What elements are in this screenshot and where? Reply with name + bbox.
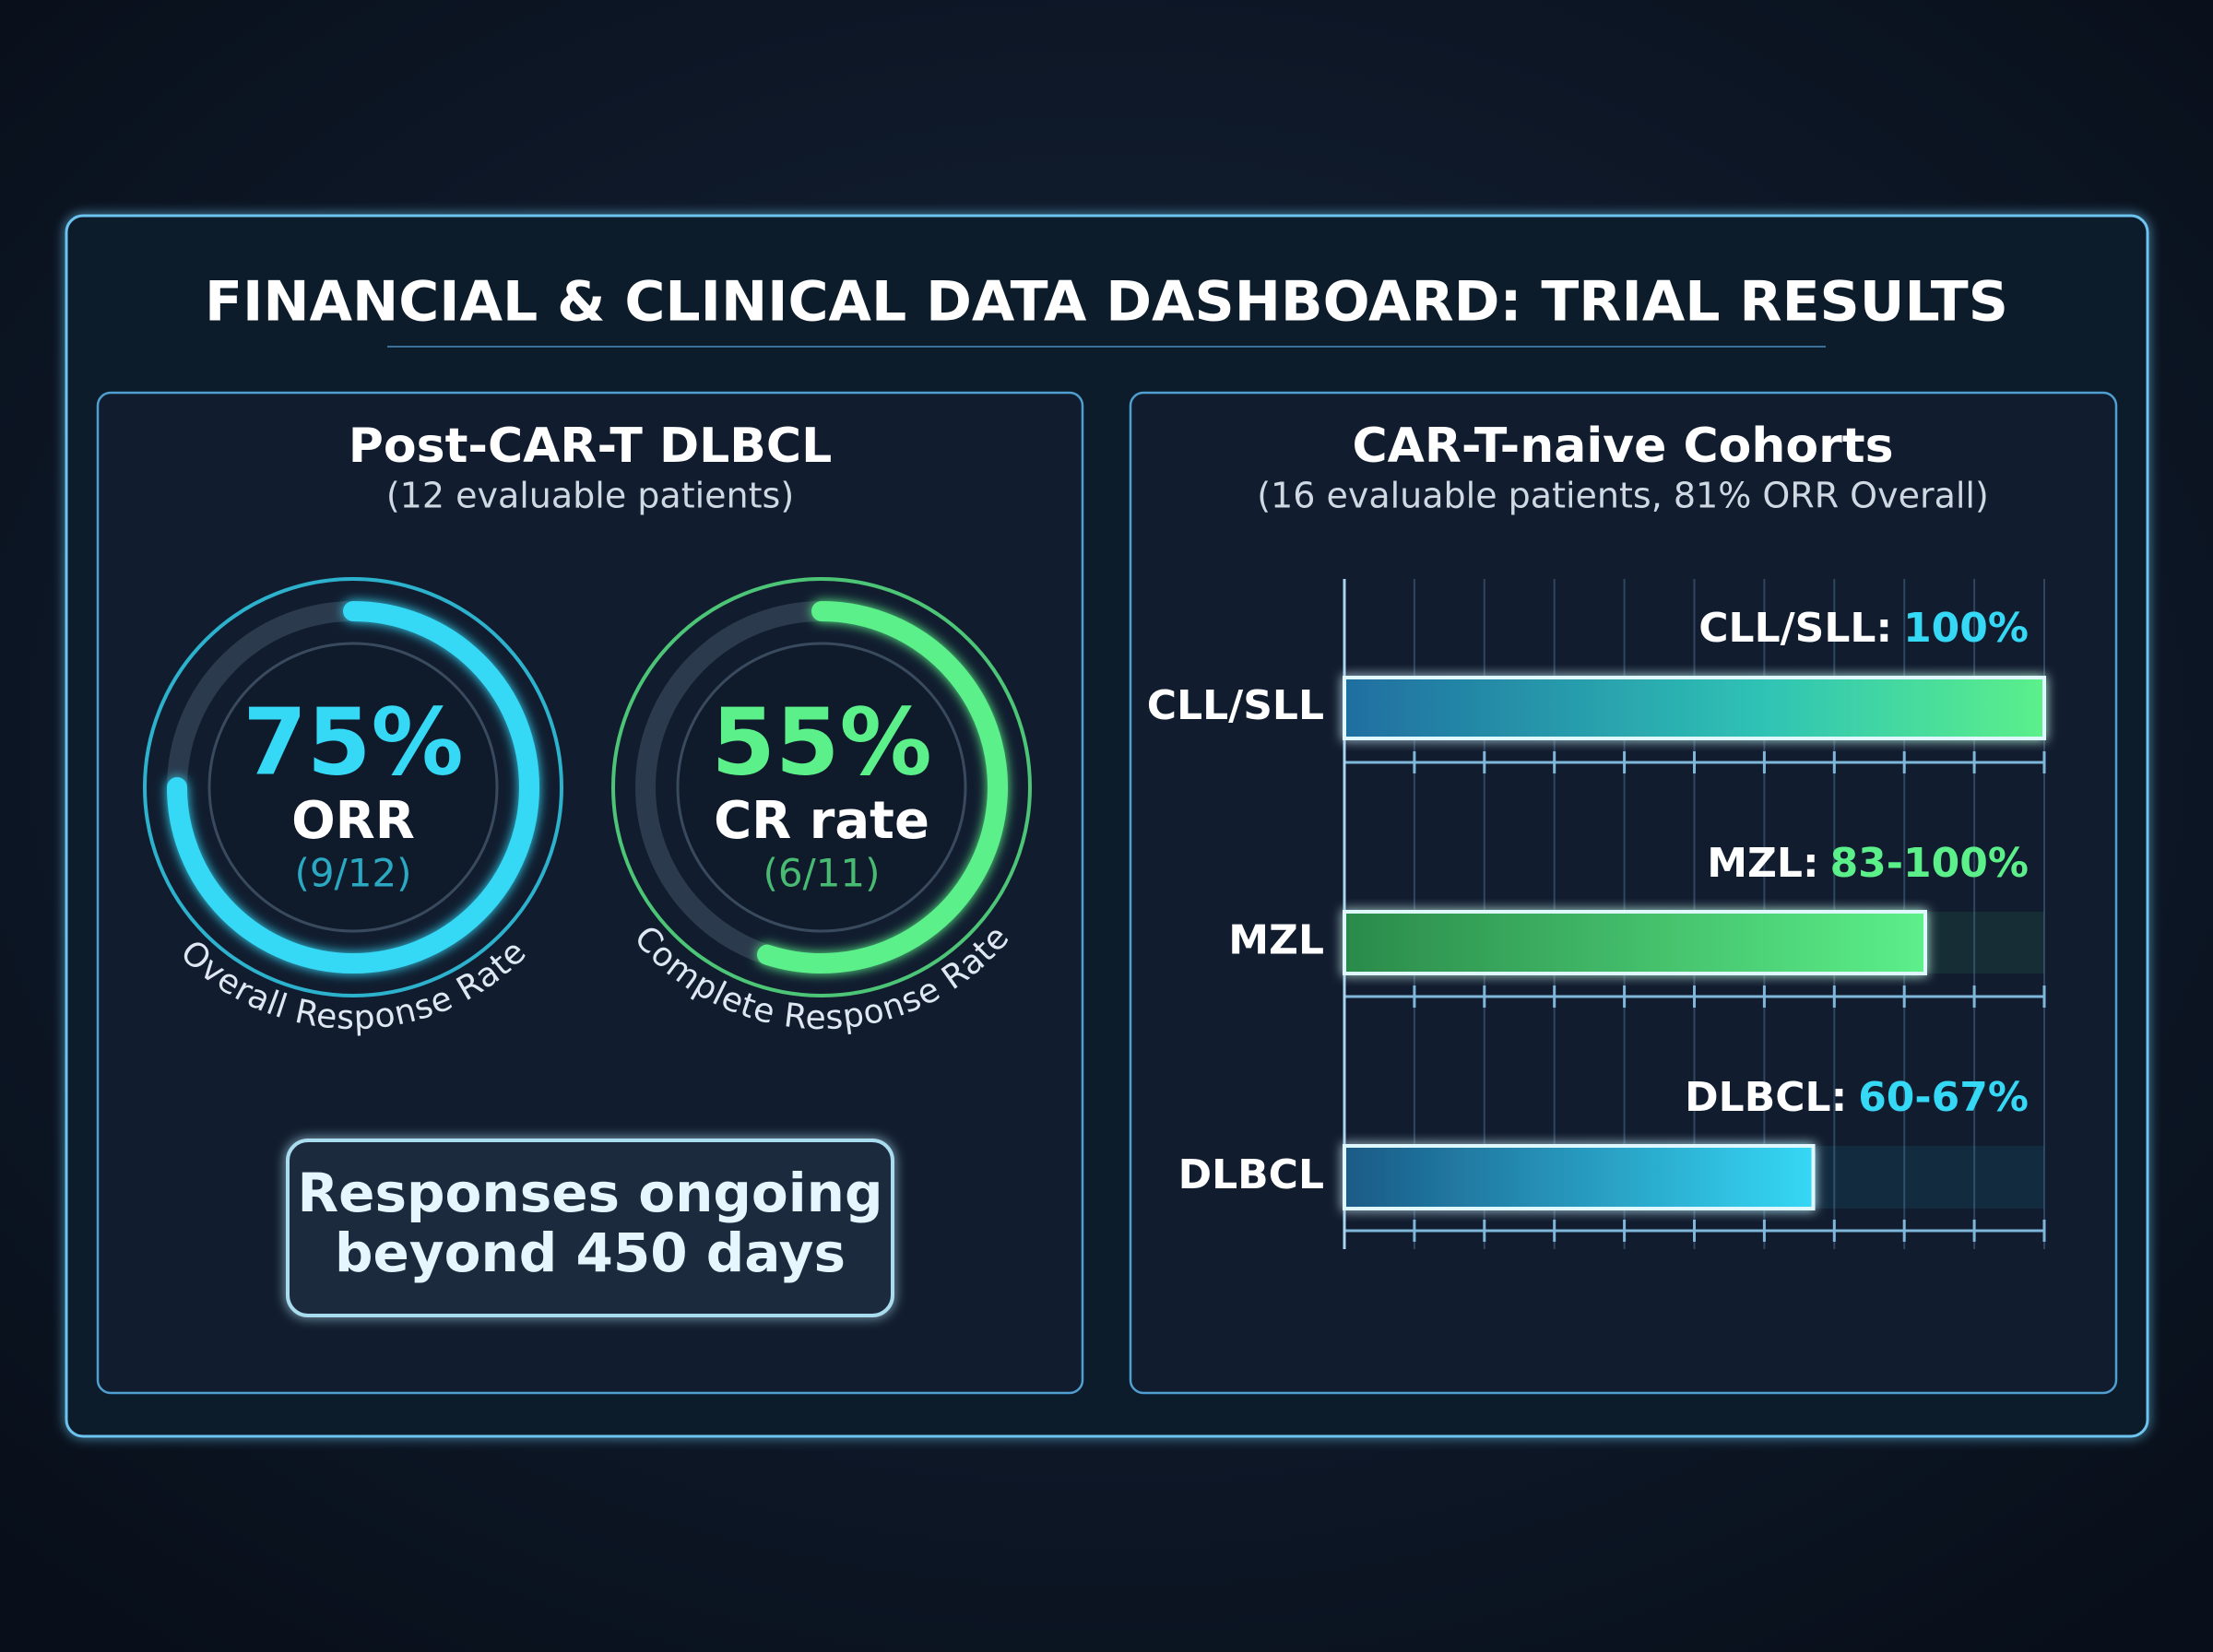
gauge-ring bbox=[611, 577, 1032, 997]
gauge-value: 75% bbox=[243, 688, 463, 796]
value-label-separator: : bbox=[1831, 1074, 1848, 1121]
panel-subtitle: (12 evaluable patients) bbox=[386, 476, 794, 516]
gauge-detail: (9/12) bbox=[294, 851, 411, 896]
bar bbox=[1343, 910, 1927, 975]
value-label-value: 60-67% bbox=[1858, 1074, 2029, 1121]
value-label-category: CLL/SLL bbox=[1698, 605, 1876, 652]
gauge-label: CR rate bbox=[714, 791, 929, 851]
gauge-label: ORR bbox=[291, 791, 415, 851]
value-label-category: DLBCL bbox=[1685, 1074, 1830, 1121]
value-label: DLBCL: 60-67% bbox=[1685, 1074, 2029, 1121]
value-label-value: 100% bbox=[1903, 605, 2029, 652]
note-line: beyond 450 days bbox=[335, 1221, 846, 1284]
gauge-inner-ring bbox=[207, 642, 499, 933]
value-label: CLL/SLL: 100% bbox=[1698, 605, 2029, 652]
panel-title: CAR-T-naive Cohorts bbox=[1352, 419, 1893, 474]
value-label-separator: : bbox=[1803, 840, 1819, 887]
value-label: MZL: 83-100% bbox=[1707, 840, 2029, 887]
right-panel bbox=[1129, 391, 2118, 1395]
panel-title: Post-CAR-T DLBCL bbox=[349, 419, 832, 474]
note-box bbox=[286, 1139, 894, 1317]
panel-subtitle: (16 evaluable patients, 81% ORR Overall) bbox=[1257, 476, 1989, 516]
category-label: DLBCL bbox=[1178, 1151, 1324, 1198]
value-label-value: 83-100% bbox=[1830, 840, 2029, 887]
category-label: MZL bbox=[1228, 917, 1324, 964]
bar bbox=[1343, 1144, 1816, 1210]
gauge-arc bbox=[756, 601, 1008, 974]
value-label-separator: : bbox=[1876, 605, 1892, 652]
gauge-arc bbox=[167, 601, 539, 974]
bar bbox=[1343, 676, 2046, 740]
gauge-ring bbox=[143, 577, 563, 997]
dashboard-title: FINANCIAL & CLINICAL DATA DASHBOARD: TRI… bbox=[205, 270, 2008, 335]
value-label-category: MZL bbox=[1707, 840, 1803, 887]
gauge-value: 55% bbox=[711, 688, 931, 796]
gauge-inner-ring bbox=[676, 642, 967, 933]
gauge-detail: (6/11) bbox=[763, 851, 880, 896]
note-line: Responses ongoing bbox=[298, 1162, 883, 1224]
category-label: CLL/SLL bbox=[1147, 682, 1324, 729]
